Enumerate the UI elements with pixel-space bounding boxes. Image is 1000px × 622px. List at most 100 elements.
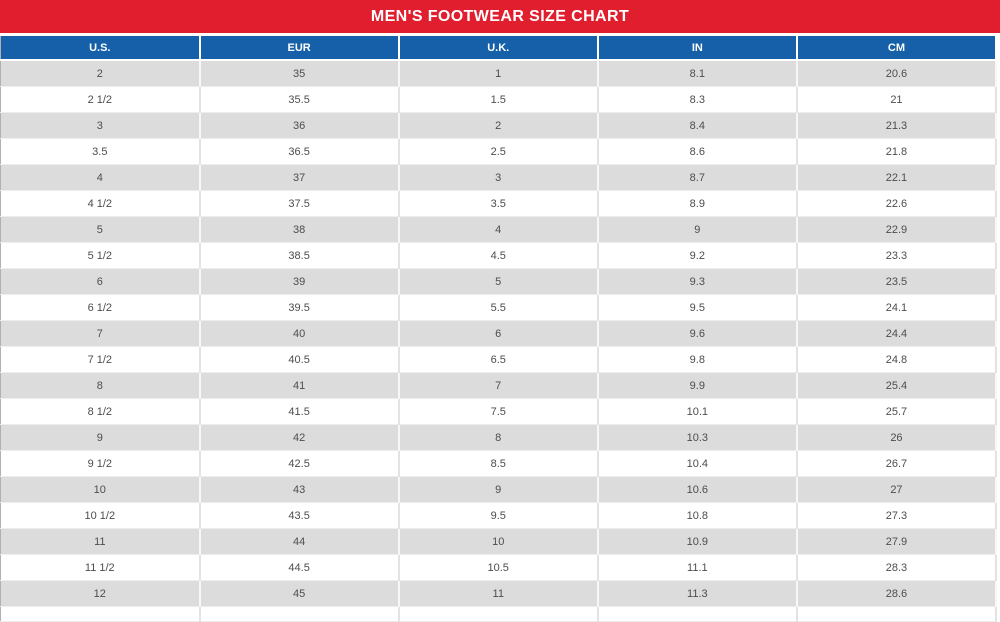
table-cell: 10.3	[597, 424, 798, 451]
table-row: 10 1/2 43.5 9.5 10.8 27.3	[0, 502, 998, 529]
table-cell: 11	[0, 528, 201, 555]
table-cell: 8.1	[597, 60, 798, 87]
table-cell: 21.3	[796, 112, 998, 139]
table-cell: 10 1/2	[0, 502, 201, 529]
table-cell: 21.8	[796, 138, 998, 165]
table-cell: 9.9	[597, 372, 798, 399]
table-cell: 11.1	[597, 554, 798, 581]
table-cell: 6	[398, 320, 599, 347]
table-cell: 23.5	[796, 268, 998, 295]
title-banner: MEN'S FOOTWEAR SIZE CHART	[0, 0, 1000, 33]
table-cell: 8.5	[398, 450, 599, 477]
table-row: 7 1/2 40.5 6.5 9.8 24.8	[0, 346, 998, 373]
table-cell: 10	[0, 476, 201, 503]
table-row: 2 1/2 35.5 1.5 8.3 21	[0, 86, 998, 113]
table-cell: 27.3	[796, 502, 998, 529]
table-cell	[398, 606, 599, 622]
table-cell: 45	[199, 580, 400, 607]
table-cell: 28.6	[796, 580, 998, 607]
table-cell: 43.5	[199, 502, 400, 529]
table-row: 8 1/2 41.5 7.5 10.1 25.7	[0, 398, 998, 425]
table-cell: 9.5	[398, 502, 599, 529]
table-row: 9 1/2 42.5 8.5 10.4 26.7	[0, 450, 998, 477]
table-cell: 24.8	[796, 346, 998, 373]
table-cell: 10.4	[597, 450, 798, 477]
table-cell: 4	[398, 216, 599, 243]
table-cell: 6 1/2	[0, 294, 201, 321]
table-cell: 10.1	[597, 398, 798, 425]
table-cell: 6.5	[398, 346, 599, 373]
table-cell: 3	[0, 112, 201, 139]
size-chart-table: U.S. EUR U.K. IN CM 2 35 1 8.1 20.6 2 1/2 35.5 1.5 8…	[0, 36, 998, 622]
table-row: 2 35 1 8.1 20.6	[0, 60, 998, 87]
table-cell: 22.1	[796, 164, 998, 191]
table-cell: 38.5	[199, 242, 400, 269]
table-cell: 8.7	[597, 164, 798, 191]
table-cell: 6	[0, 268, 201, 295]
table-cell	[597, 606, 798, 622]
table-cell: 35	[199, 60, 400, 87]
table-cell: 20.6	[796, 60, 998, 87]
table-row: 3.5 36.5 2.5 8.6 21.8	[0, 138, 998, 165]
table-cell: 5 1/2	[0, 242, 201, 269]
partial-clipped-row	[0, 606, 998, 622]
table-row: 3 36 2 8.4 21.3	[0, 112, 998, 139]
table-cell: 42	[199, 424, 400, 451]
table-row: 5 38 4 9 22.9	[0, 216, 998, 243]
table-cell: 8.6	[597, 138, 798, 165]
table-cell: 11	[398, 580, 599, 607]
table-row: 10 43 9 10.6 27	[0, 476, 998, 503]
table-cell: 9.5	[597, 294, 798, 321]
header-row: U.S. EUR U.K. IN CM	[0, 36, 998, 61]
table-row: 11 1/2 44.5 10.5 11.1 28.3	[0, 554, 998, 581]
table-cell: 3.5	[0, 138, 201, 165]
column-header-eur: EUR	[199, 36, 400, 61]
table-cell: 23.3	[796, 242, 998, 269]
table-cell: 9.8	[597, 346, 798, 373]
table-cell: 22.6	[796, 190, 998, 217]
table-cell: 27.9	[796, 528, 998, 555]
table-cell: 39.5	[199, 294, 400, 321]
table-cell: 9.6	[597, 320, 798, 347]
table-cell: 28.3	[796, 554, 998, 581]
table-cell: 7 1/2	[0, 346, 201, 373]
table-cell: 44.5	[199, 554, 400, 581]
table-cell: 4	[0, 164, 201, 191]
table-cell: 41.5	[199, 398, 400, 425]
table-cell: 8	[0, 372, 201, 399]
table-cell: 9	[0, 424, 201, 451]
table-cell: 8	[398, 424, 599, 451]
table-cell: 38	[199, 216, 400, 243]
table-cell: 1.5	[398, 86, 599, 113]
table-row: 6 39 5 9.3 23.5	[0, 268, 998, 295]
table-cell: 10.6	[597, 476, 798, 503]
table-cell: 35.5	[199, 86, 400, 113]
table-cell: 8.4	[597, 112, 798, 139]
table-cell: 43	[199, 476, 400, 503]
table-cell	[199, 606, 400, 622]
table-cell: 21	[796, 86, 998, 113]
table-cell: 36	[199, 112, 400, 139]
table-cell: 7	[0, 320, 201, 347]
table-row: 4 37 3 8.7 22.1	[0, 164, 998, 191]
column-header-cm: CM	[796, 36, 998, 61]
table-cell: 10.5	[398, 554, 599, 581]
table-cell: 24.4	[796, 320, 998, 347]
table-cell: 11.3	[597, 580, 798, 607]
table-cell: 44	[199, 528, 400, 555]
page-title: MEN'S FOOTWEAR SIZE CHART	[370, 7, 630, 25]
table-cell: 9.3	[597, 268, 798, 295]
table-cell: 8.9	[597, 190, 798, 217]
table-cell: 26	[796, 424, 998, 451]
table-cell: 42.5	[199, 450, 400, 477]
table-cell: 36.5	[199, 138, 400, 165]
table-cell	[0, 606, 201, 622]
table-cell: 4 1/2	[0, 190, 201, 217]
table-cell: 39	[199, 268, 400, 295]
table-cell: 3.5	[398, 190, 599, 217]
table-row: 7 40 6 9.6 24.4	[0, 320, 998, 347]
column-header-in: IN	[597, 36, 798, 61]
table-cell: 9	[398, 476, 599, 503]
table-row: 6 1/2 39.5 5.5 9.5 24.1	[0, 294, 998, 321]
table-cell: 7.5	[398, 398, 599, 425]
